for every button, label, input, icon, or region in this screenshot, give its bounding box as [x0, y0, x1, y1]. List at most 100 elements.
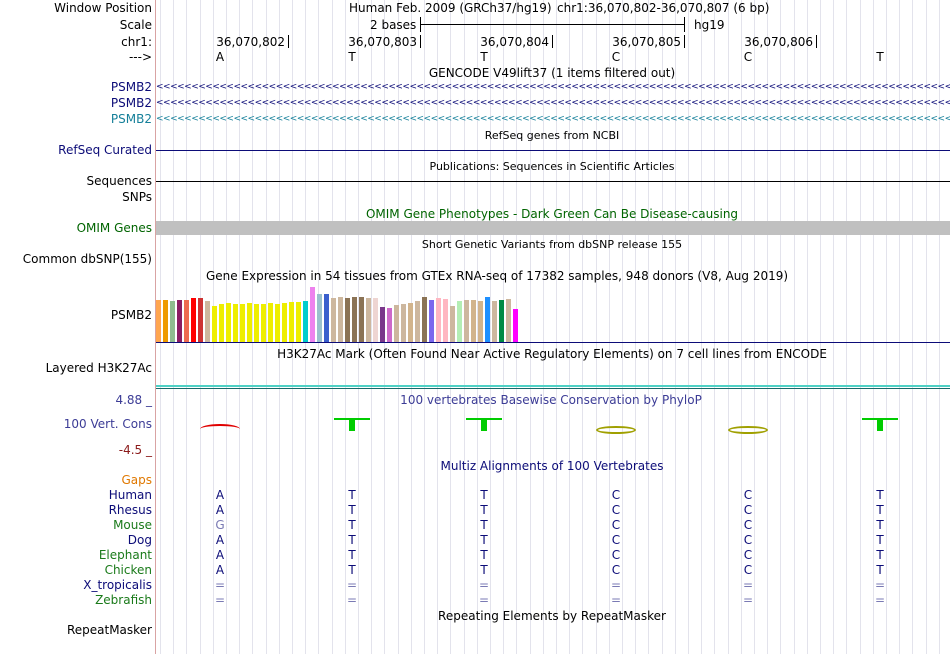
gtex-tissue-bar[interactable]: [485, 297, 490, 342]
gtex-bar-chart[interactable]: [156, 284, 536, 342]
phylop-neutral-mark[interactable]: [728, 426, 768, 434]
grid-line: [569, 0, 570, 654]
phylop-negative-mark[interactable]: [200, 424, 240, 434]
gtex-tissue-bar[interactable]: [247, 303, 252, 342]
gtex-tissue-bar[interactable]: [499, 300, 504, 342]
gtex-tissue-bar[interactable]: [373, 298, 378, 342]
grid-line: [622, 0, 623, 654]
gtex-tissue-bar[interactable]: [506, 299, 511, 342]
gtex-tissue-bar[interactable]: [394, 305, 399, 342]
gtex-tissue-bar[interactable]: [408, 303, 413, 342]
sequences-line[interactable]: [156, 181, 950, 182]
gtex-tissue-bar[interactable]: [366, 298, 371, 342]
gtex-tissue-bar[interactable]: [317, 294, 322, 342]
omim-phenotype-bar[interactable]: [156, 221, 950, 235]
gtex-tissue-bar[interactable]: [443, 299, 448, 342]
gtex-tissue-bar[interactable]: [387, 308, 392, 342]
gtex-tissue-bar[interactable]: [191, 298, 196, 342]
refseq-gene-line[interactable]: [156, 150, 950, 151]
h3k27ac-signal-top[interactable]: [156, 385, 950, 387]
h3k27ac-track-label[interactable]: Layered H3K27Ac: [45, 361, 152, 375]
gtex-tissue-bar[interactable]: [198, 298, 203, 342]
gencode-track-label-3[interactable]: PSMB2: [110, 112, 152, 126]
gtex-tissue-bar[interactable]: [352, 297, 357, 342]
grid-line: [477, 0, 478, 654]
phylop-positive-mark[interactable]: [862, 418, 898, 431]
gtex-tissue-bar[interactable]: [282, 303, 287, 342]
species-label[interactable]: Human: [108, 488, 152, 502]
gtex-tissue-bar[interactable]: [240, 304, 245, 342]
gtex-tissue-bar[interactable]: [338, 297, 343, 342]
gtex-tissue-bar[interactable]: [205, 301, 210, 342]
species-label[interactable]: X_tropicalis: [83, 578, 152, 592]
track-image-area[interactable]: Human Feb. 2009 (GRCh37/hg19) chr1:36,07…: [156, 0, 950, 654]
gtex-tissue-bar[interactable]: [254, 304, 259, 342]
gtex-tissue-bar[interactable]: [450, 306, 455, 342]
coordinate-label: 36,070,805: [612, 35, 681, 49]
gtex-tissue-bar[interactable]: [177, 300, 182, 342]
gtex-tissue-bar[interactable]: [303, 301, 308, 342]
gtex-tissue-bar[interactable]: [429, 300, 434, 342]
gtex-tissue-bar[interactable]: [380, 307, 385, 342]
coordinate-label: 36,070,803: [348, 35, 417, 49]
species-label[interactable]: Elephant: [98, 548, 152, 562]
dbsnp-track-label[interactable]: Common dbSNP(155): [22, 252, 152, 266]
gtex-tissue-bar[interactable]: [226, 303, 231, 342]
grid-line: [767, 0, 768, 654]
phylop-neutral-mark[interactable]: [596, 426, 636, 434]
snps-track-label[interactable]: SNPs: [122, 190, 152, 204]
phylop-positive-mark[interactable]: [334, 418, 370, 431]
gtex-tissue-bar[interactable]: [457, 301, 462, 342]
gtex-tissue-bar[interactable]: [464, 300, 469, 342]
gtex-tissue-bar[interactable]: [471, 300, 476, 342]
omim-track-label[interactable]: OMIM Genes: [76, 221, 152, 235]
species-label[interactable]: Rhesus: [108, 503, 152, 517]
gtex-tissue-bar[interactable]: [275, 304, 280, 342]
gtex-tissue-bar[interactable]: [492, 301, 497, 342]
gtex-tissue-bar[interactable]: [478, 301, 483, 342]
gtex-tissue-bar[interactable]: [331, 298, 336, 342]
alignment-base: T: [480, 518, 488, 532]
species-label[interactable]: Mouse: [113, 518, 152, 532]
gtex-tissue-bar[interactable]: [289, 302, 294, 342]
gencode-track-label-1[interactable]: PSMB2: [110, 80, 152, 94]
gtex-tissue-bar[interactable]: [401, 304, 406, 342]
grid-line: [939, 0, 940, 654]
coordinate-tick: [552, 35, 553, 48]
phylop-positive-mark[interactable]: [466, 418, 502, 431]
gencode-track-label-2[interactable]: PSMB2: [110, 96, 152, 110]
gencode-transcript-2[interactable]: <<<<<<<<<<<<<<<<<<<<<<<<<<<<<<<<<<<<<<<<…: [156, 98, 950, 108]
repeatmasker-track-label[interactable]: RepeatMasker: [66, 623, 152, 637]
gtex-tissue-bar[interactable]: [296, 302, 301, 342]
gtex-tissue-bar[interactable]: [513, 309, 518, 342]
repeatmasker-title: Repeating Elements by RepeatMasker: [438, 609, 666, 623]
gtex-tissue-bar[interactable]: [422, 297, 427, 342]
gtex-tissue-bar[interactable]: [268, 303, 273, 342]
sequences-track-label[interactable]: Sequences: [86, 174, 152, 188]
gtex-tissue-bar[interactable]: [310, 287, 315, 342]
gtex-tissue-bar[interactable]: [156, 300, 161, 342]
species-label[interactable]: Zebrafish: [95, 593, 152, 607]
gtex-tissue-bar[interactable]: [415, 301, 420, 342]
gtex-track-label[interactable]: PSMB2: [110, 308, 152, 322]
gencode-transcript-3[interactable]: <<<<<<<<<<<<<<<<<<<<<<<<<<<<<<<<<<<<<<<<…: [156, 114, 950, 124]
species-label[interactable]: Chicken: [104, 563, 152, 577]
grid-line: [596, 0, 597, 654]
conservation-track-label[interactable]: 100 Vert. Cons: [63, 417, 152, 431]
gtex-tissue-bar[interactable]: [324, 294, 329, 342]
refseq-track-label[interactable]: RefSeq Curated: [58, 143, 152, 157]
gtex-tissue-bar[interactable]: [170, 301, 175, 342]
gtex-tissue-bar[interactable]: [219, 304, 224, 342]
gtex-tissue-bar[interactable]: [184, 300, 189, 342]
publications-title: Publications: Sequences in Scientific Ar…: [429, 160, 675, 173]
gtex-tissue-bar[interactable]: [345, 298, 350, 342]
gtex-tissue-bar[interactable]: [436, 298, 441, 342]
gtex-tissue-bar[interactable]: [261, 304, 266, 342]
gtex-tissue-bar[interactable]: [212, 306, 217, 342]
alignment-base: A: [215, 548, 225, 562]
species-label[interactable]: Dog: [127, 533, 152, 547]
gencode-transcript-1[interactable]: <<<<<<<<<<<<<<<<<<<<<<<<<<<<<<<<<<<<<<<<…: [156, 82, 950, 92]
gtex-tissue-bar[interactable]: [359, 297, 364, 342]
gtex-tissue-bar[interactable]: [163, 300, 168, 342]
gtex-tissue-bar[interactable]: [233, 304, 238, 342]
